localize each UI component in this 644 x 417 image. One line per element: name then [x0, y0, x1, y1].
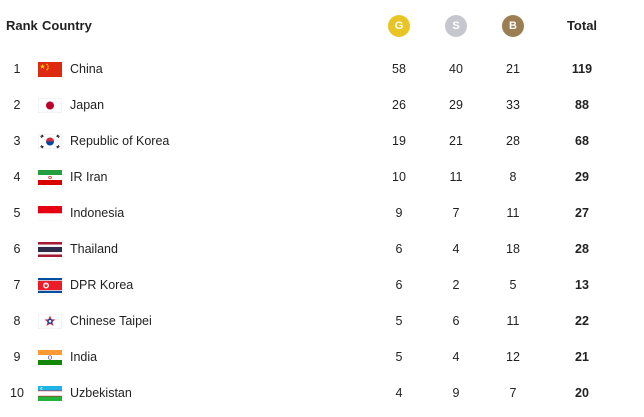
table-row[interactable]: 7 DPR Korea 6 2 5 13 [0, 267, 644, 303]
silver-count: 9 [452, 386, 460, 400]
bronze-count: 7 [509, 386, 517, 400]
iran-flag-icon [38, 170, 62, 185]
bronze-count: 5 [509, 278, 517, 292]
silver-count: 4 [452, 350, 460, 364]
table-row[interactable]: 3 Republic of Korea 19 21 28 68 [0, 123, 644, 159]
gold-count: 4 [395, 386, 403, 400]
total-count: 88 [575, 98, 589, 112]
total-column-header[interactable]: Total [566, 18, 598, 33]
country-name[interactable]: Republic of Korea [70, 134, 170, 148]
rank-cell: 1 [13, 62, 21, 76]
table-row[interactable]: 9 India 5 4 12 21 [0, 339, 644, 375]
total-count: 21 [575, 350, 589, 364]
india-flag-icon [38, 350, 62, 365]
rank-cell: 7 [13, 278, 21, 292]
gold-medal-icon[interactable]: G [388, 15, 410, 37]
country-name[interactable]: Thailand [70, 242, 118, 256]
gold-count: 9 [395, 206, 403, 220]
table-row[interactable]: 6 Thailand 6 4 18 28 [0, 231, 644, 267]
china-flag-icon [38, 62, 62, 77]
rank-cell: 4 [13, 170, 21, 184]
bronze-count: 18 [506, 242, 520, 256]
bronze-count: 12 [506, 350, 520, 364]
bronze-medal-icon[interactable]: B [502, 15, 524, 37]
total-count: 28 [575, 242, 589, 256]
rank-cell: 2 [13, 98, 21, 112]
total-count: 29 [575, 170, 589, 184]
silver-count: 21 [449, 134, 463, 148]
table-header: Rank Country G S B Total [0, 0, 644, 52]
korea-flag-icon [38, 134, 62, 149]
rank-column-header[interactable]: Rank [6, 18, 38, 33]
total-count: 20 [575, 386, 589, 400]
chinese-taipei-flag-icon [38, 314, 62, 329]
indonesia-flag-icon [38, 206, 62, 221]
rank-cell: 10 [10, 386, 24, 400]
rank-cell: 6 [13, 242, 21, 256]
gold-count: 10 [392, 170, 406, 184]
silver-count: 2 [452, 278, 460, 292]
country-name[interactable]: Uzbekistan [70, 386, 132, 400]
country-name[interactable]: India [70, 350, 98, 364]
bronze-count: 33 [506, 98, 520, 112]
gold-count: 26 [392, 98, 406, 112]
table-row[interactable]: 5 Indonesia 9 7 11 27 [0, 195, 644, 231]
silver-count: 11 [449, 170, 463, 184]
total-count: 22 [575, 314, 589, 328]
total-count: 68 [575, 134, 589, 148]
silver-count: 40 [449, 62, 463, 76]
country-name[interactable]: Chinese Taipei [70, 314, 152, 328]
uzbekistan-flag-icon [38, 386, 62, 401]
table-row[interactable]: 2 Japan 26 29 33 88 [0, 87, 644, 123]
country-name[interactable]: Japan [70, 98, 105, 112]
rank-cell: 5 [13, 206, 21, 220]
country-column-header[interactable]: Country [42, 18, 92, 33]
rank-cell: 9 [13, 350, 21, 364]
silver-count: 6 [452, 314, 460, 328]
silver-count: 7 [452, 206, 460, 220]
rank-cell: 8 [13, 314, 21, 328]
country-name[interactable]: DPR Korea [70, 278, 134, 292]
total-count: 13 [575, 278, 589, 292]
bronze-count: 11 [506, 314, 520, 328]
gold-count: 6 [395, 242, 403, 256]
rank-cell: 3 [13, 134, 21, 148]
japan-flag-icon [38, 98, 62, 113]
total-count: 119 [571, 62, 593, 76]
country-name[interactable]: Indonesia [70, 206, 125, 220]
bronze-count: 11 [506, 206, 520, 220]
country-name[interactable]: China [70, 62, 103, 76]
bronze-count: 28 [506, 134, 520, 148]
thailand-flag-icon [38, 242, 62, 257]
gold-count: 58 [392, 62, 406, 76]
dpr-korea-flag-icon [38, 278, 62, 293]
gold-count: 19 [392, 134, 406, 148]
silver-medal-icon[interactable]: S [445, 15, 467, 37]
country-name[interactable]: IR Iran [70, 170, 108, 184]
table-row[interactable]: 8 Chinese Taipei 5 6 11 22 [0, 303, 644, 339]
table-row[interactable]: 1 China 58 40 21 119 [0, 51, 644, 87]
table-row[interactable]: 4 IR Iran 10 11 8 29 [0, 159, 644, 195]
gold-count: 5 [395, 350, 403, 364]
gold-count: 5 [395, 314, 403, 328]
gold-count: 6 [395, 278, 403, 292]
table-row[interactable]: 10 Uzbekistan 4 9 7 20 [0, 375, 644, 411]
silver-count: 4 [452, 242, 460, 256]
silver-count: 29 [449, 98, 463, 112]
bronze-count: 8 [509, 170, 517, 184]
total-count: 27 [575, 206, 589, 220]
bronze-count: 21 [506, 62, 520, 76]
